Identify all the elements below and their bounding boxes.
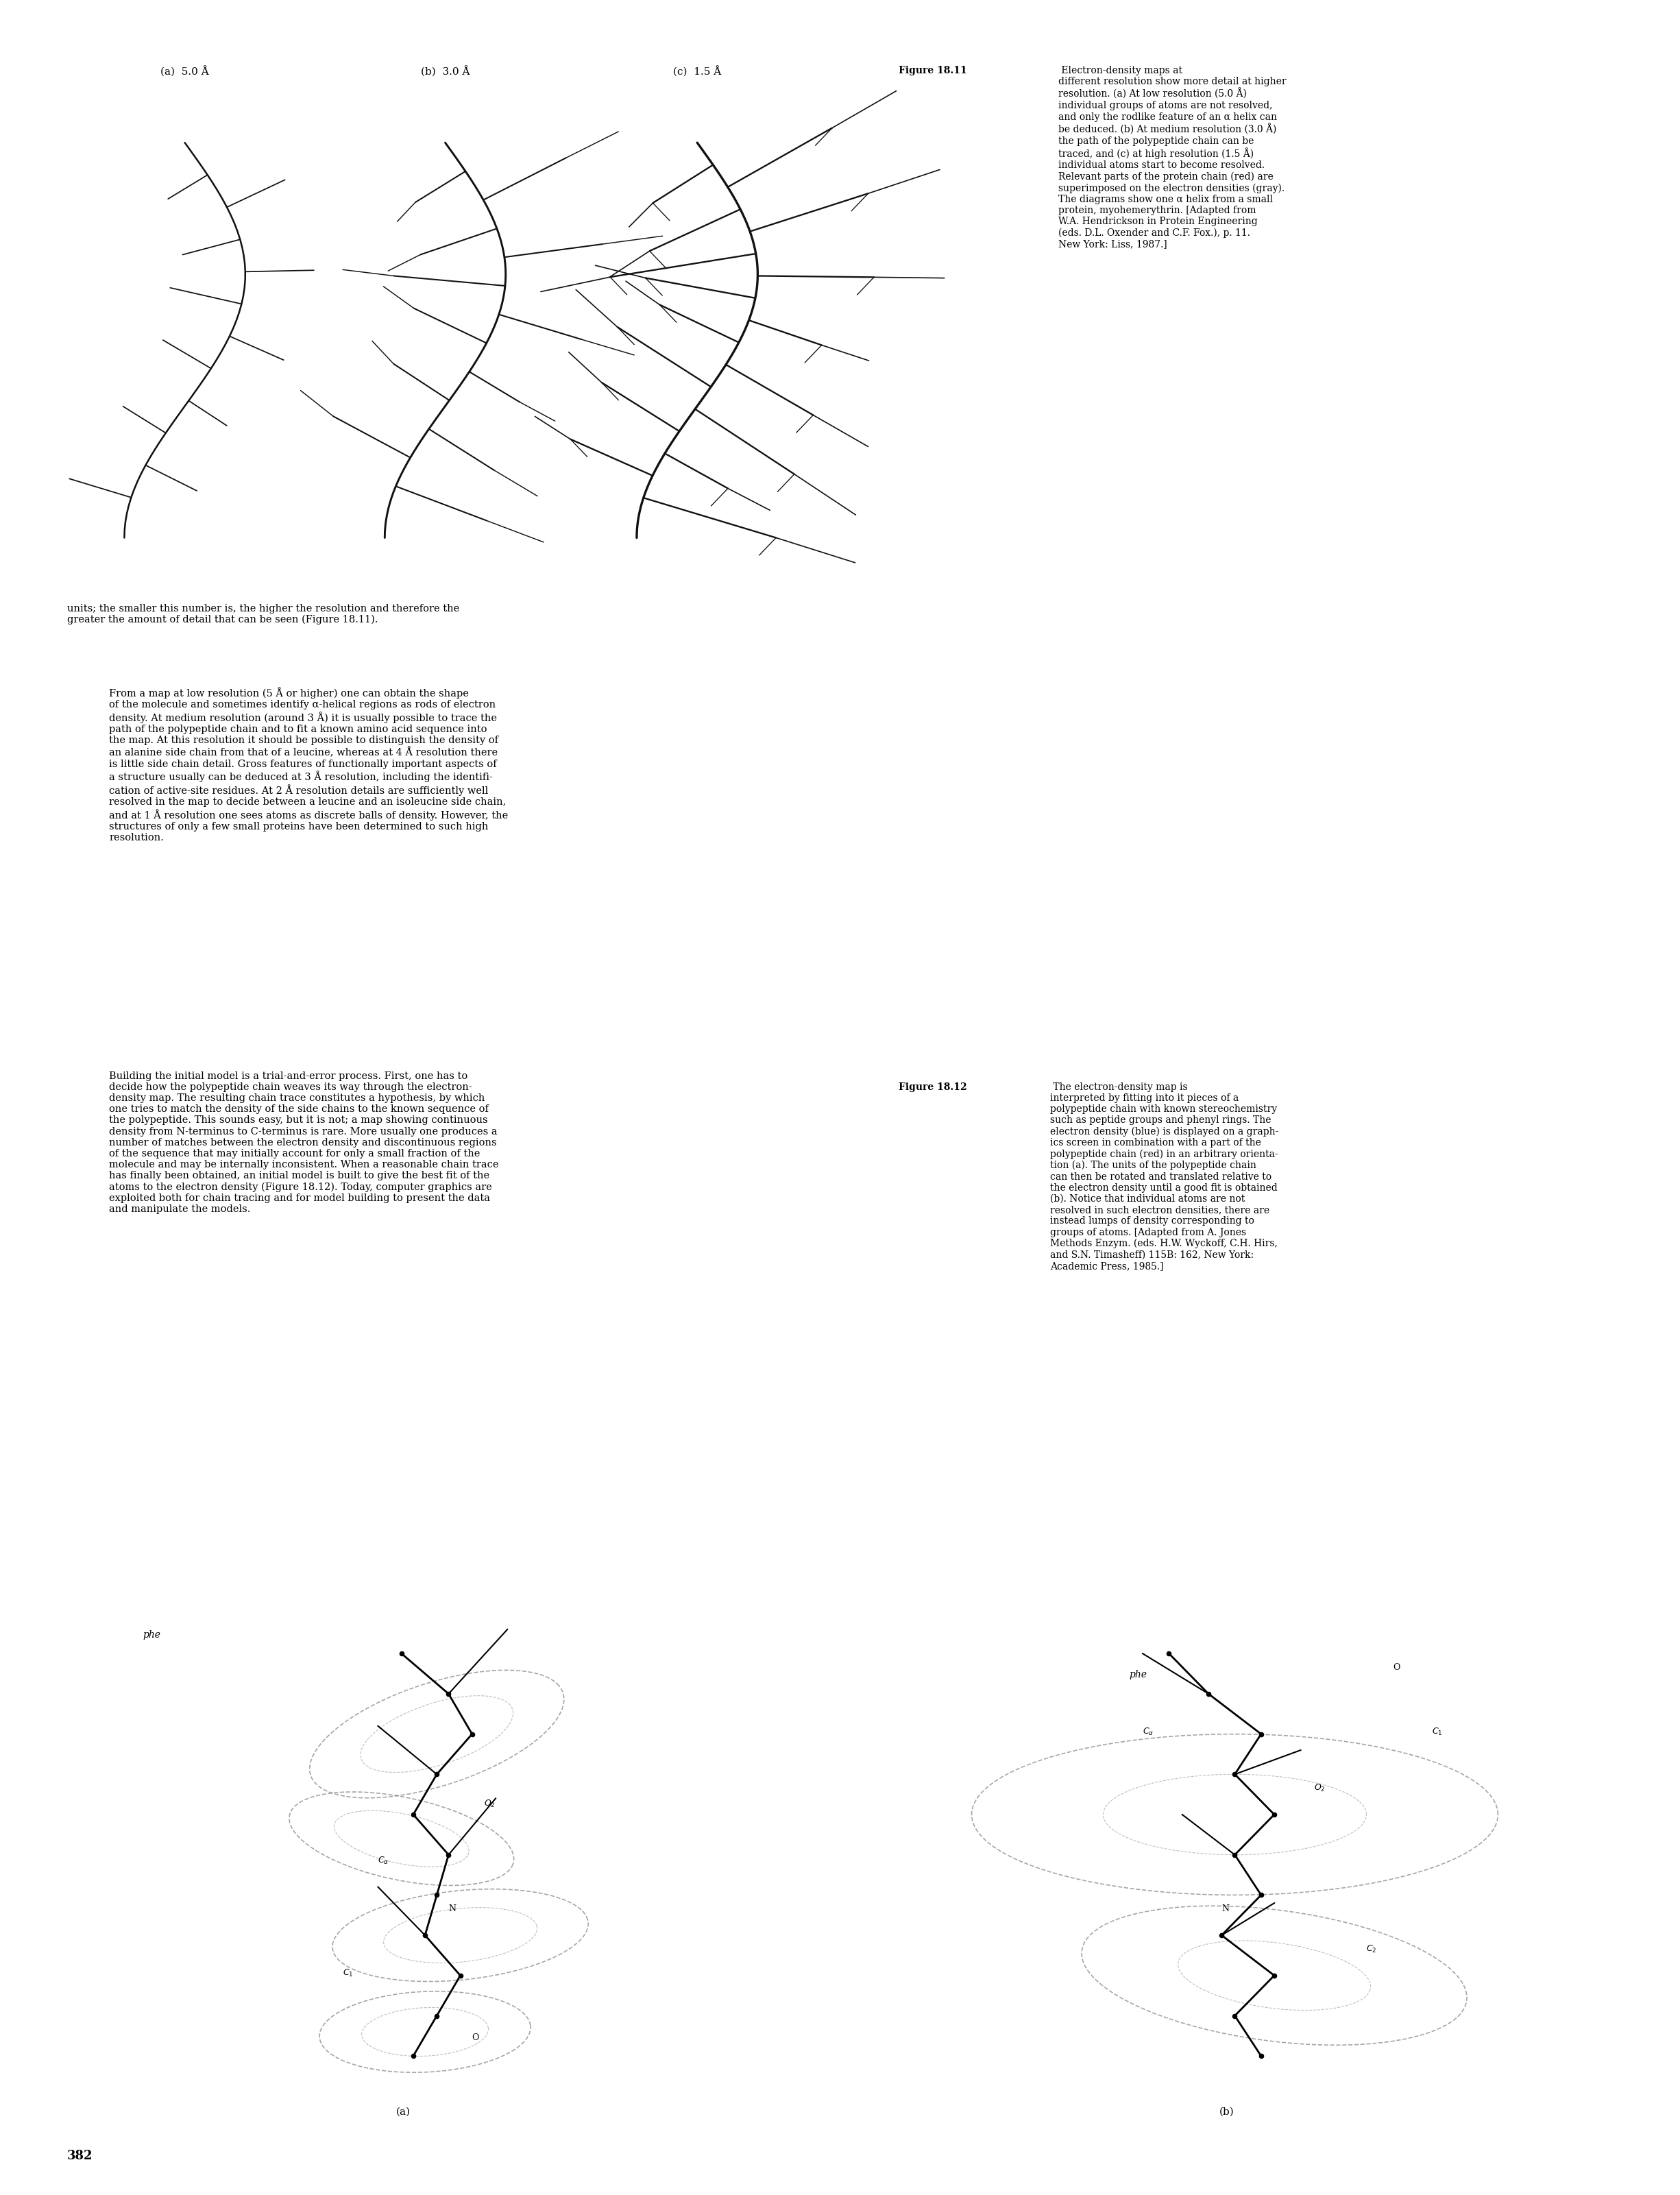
Text: N: N [1221, 1905, 1230, 1914]
Text: $C_2$: $C_2$ [1366, 1945, 1378, 1954]
Point [1260, 1798, 1287, 1833]
Point [1221, 1756, 1248, 1791]
Point [435, 1677, 462, 1712]
Text: $O_2$: $O_2$ [1314, 1782, 1326, 1793]
Point [1248, 1877, 1275, 1912]
Text: phe: phe [143, 1631, 161, 1640]
Point [1194, 1677, 1221, 1712]
Text: (a)  5.0 Å: (a) 5.0 Å [161, 66, 208, 77]
Point [459, 1716, 486, 1752]
Text: N: N [449, 1905, 455, 1914]
Text: phe: phe [1129, 1670, 1147, 1679]
Text: $C_1$: $C_1$ [343, 1969, 353, 1978]
Point [423, 1997, 450, 2033]
Point [423, 1756, 450, 1791]
Text: $C_{\alpha}$: $C_{\alpha}$ [378, 1855, 390, 1866]
Text: $C_{\alpha}$: $C_{\alpha}$ [1142, 1727, 1154, 1736]
Point [435, 1837, 462, 1872]
Text: Figure 18.11: Figure 18.11 [899, 66, 968, 75]
Text: Building the initial model is a trial-and-error process. First, one has to
decid: Building the initial model is a trial-an… [109, 1071, 499, 1214]
Text: units; the smaller this number is, the higher the resolution and therefore the
g: units; the smaller this number is, the h… [67, 604, 459, 626]
Text: (c)  1.5 Å: (c) 1.5 Å [674, 66, 721, 77]
Point [400, 1798, 427, 1833]
Text: Figure 18.12: Figure 18.12 [899, 1082, 968, 1091]
Text: 382: 382 [67, 2149, 92, 2162]
Point [400, 2039, 427, 2074]
Text: O: O [472, 2033, 479, 2041]
Text: $O_2$: $O_2$ [484, 1800, 496, 1809]
Point [1156, 1635, 1183, 1670]
Point [1208, 1918, 1235, 1954]
Point [1260, 1958, 1287, 1993]
Point [1221, 1997, 1248, 2033]
Point [388, 1635, 415, 1670]
Point [1248, 1716, 1275, 1752]
Text: (a): (a) [396, 2107, 410, 2116]
Text: Electron-density maps at
different resolution show more detail at higher
resolut: Electron-density maps at different resol… [1058, 66, 1287, 248]
Text: (b)  3.0 Å: (b) 3.0 Å [420, 66, 470, 77]
Text: From a map at low resolution (5 Å or higher) one can obtain the shape
of the mol: From a map at low resolution (5 Å or hig… [109, 687, 509, 843]
Point [423, 1877, 450, 1912]
Text: The electron-density map is
interpreted by fitting into it pieces of a
polypepti: The electron-density map is interpreted … [1050, 1082, 1278, 1271]
Point [447, 1958, 474, 1993]
Point [1221, 1837, 1248, 1872]
Text: (b): (b) [1220, 2107, 1233, 2116]
Text: O: O [1393, 1664, 1399, 1673]
Point [1248, 2039, 1275, 2074]
Text: $C_1$: $C_1$ [1431, 1727, 1443, 1736]
Point [412, 1918, 438, 1954]
